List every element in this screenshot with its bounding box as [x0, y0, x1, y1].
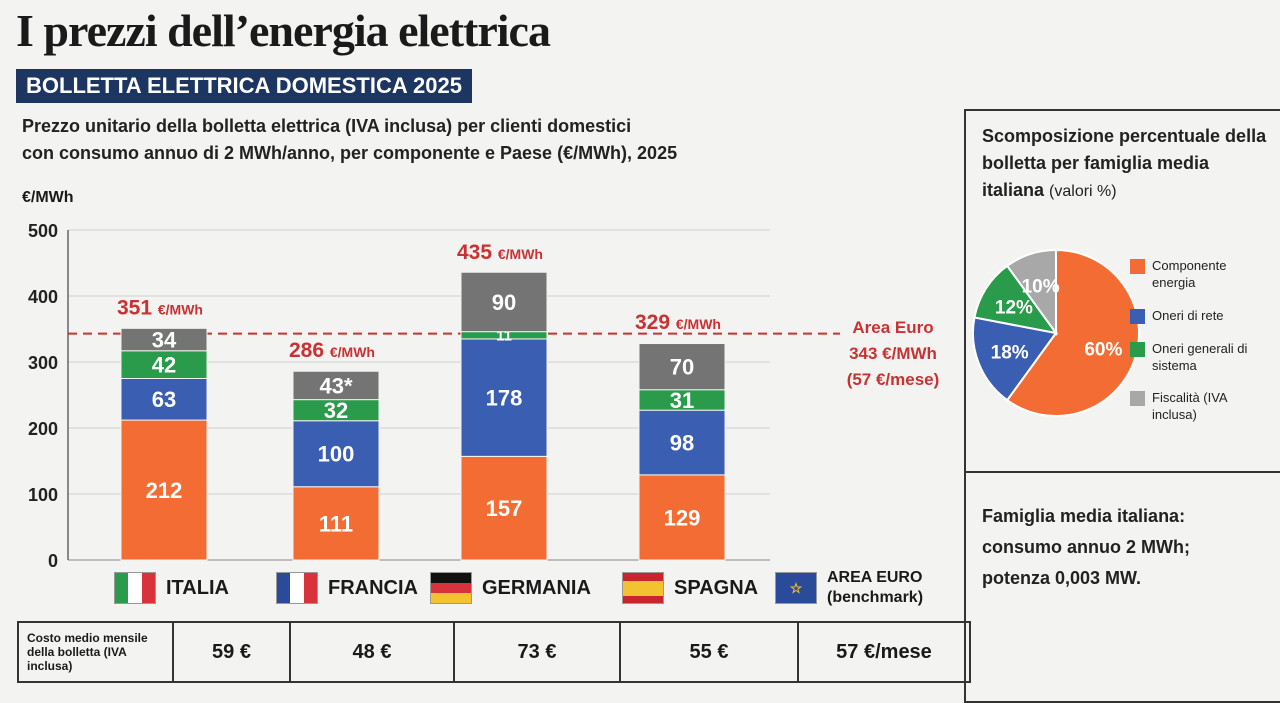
famiglia-line-1: Famiglia media italiana: [982, 506, 1186, 526]
bar-value-label: 157 [486, 496, 523, 521]
benchmark-value: 343 €/MWh [849, 344, 937, 363]
germany-flag-icon [430, 572, 472, 604]
bar-value-label: 178 [486, 386, 523, 411]
bar-segment [460, 338, 548, 457]
spain-flag-icon [622, 572, 664, 604]
bar-total-label: 286 €/MWh [289, 339, 375, 362]
pie-slice-label: 10% [1022, 277, 1060, 298]
bar-value-label: 212 [146, 478, 183, 503]
legend-swatch [1130, 342, 1145, 357]
bar-value-label: 70 [670, 355, 694, 380]
pie-title-unit: (valori %) [1049, 183, 1117, 200]
bar-value-label: 90 [492, 290, 516, 315]
section-banner: BOLLETTA ELETTRICA DOMESTICA 2025 [16, 69, 472, 103]
benchmark-sub: (benchmark) [827, 589, 924, 606]
y-tick-label: 400 [28, 287, 58, 307]
y-tick-label: 300 [28, 353, 58, 373]
country-label-area-euro: ☆ AREA EURO (benchmark) [775, 568, 923, 608]
famiglia-line-2: consumo annuo 2 MWh; [982, 537, 1190, 557]
pie-chart: 60% 18% 12%10% [972, 248, 1140, 417]
bar-value-label: 43* [319, 373, 352, 398]
y-tick-label: 100 [28, 485, 58, 505]
legend-label: Fiscalità (IVA inclusa) [1152, 390, 1227, 422]
legend-componente-energia: Componente energia [1130, 257, 1262, 291]
famiglia-panel: Famiglia media italiana: consumo annuo 2… [964, 473, 1280, 703]
bar-value-label: 32 [324, 398, 348, 423]
chart-subtitle: Prezzo unitario della bolletta elettrica… [22, 113, 677, 167]
bar-segment [120, 419, 208, 561]
legend-label: Componente energia [1152, 258, 1227, 290]
legend-swatch [1130, 259, 1145, 274]
pie-slice [973, 264, 1059, 335]
bar-value-label: 34 [152, 327, 177, 352]
bar-total-label: 351 €/MWh [117, 296, 203, 319]
country-name: ITALIA [166, 576, 229, 599]
country-name: FRANCIA [328, 576, 418, 599]
bar-segment [460, 271, 548, 333]
pie-slice-label: 60% [1084, 339, 1122, 360]
eu-flag-icon: ☆ [775, 572, 817, 604]
y-axis-unit: €/MWh [22, 189, 74, 206]
pie-panel: Scomposizione percentuale della bolletta… [964, 109, 1280, 473]
bar-value-label: 98 [670, 430, 694, 455]
cost-cell-italia: 59 € [174, 623, 291, 681]
country-name: GERMANIA [482, 576, 591, 599]
pie-slice-label: 18% [991, 342, 1029, 363]
bar-segment [638, 343, 726, 391]
cost-cell-spagna: 55 € [621, 623, 799, 681]
bar-segment [292, 420, 380, 488]
country-label-italia: ITALIA [114, 568, 229, 608]
y-tick-label: 200 [28, 419, 58, 439]
pie-slice [972, 316, 1058, 402]
pie-slice [1005, 248, 1140, 417]
country-label-francia: FRANCIA [276, 568, 418, 608]
cost-cell-area-euro: 57 €/mese [836, 640, 932, 663]
famiglia-text: Famiglia media italiana: consumo annuo 2… [982, 501, 1272, 594]
subtitle-line-1: Prezzo unitario della bolletta elettrica… [22, 116, 632, 136]
stacked-bar-chart: 0 100 200 300 400 500 Area Euro 343 €/MWh (57 €/… [28, 221, 940, 570]
pie-title: Scomposizione percentuale della bolletta… [982, 123, 1272, 205]
monthly-cost-table: Costo medio mensile della bolletta (IVA … [17, 621, 971, 683]
subtitle-line-2: con consumo annuo di 2 MWh/anno, per com… [22, 143, 678, 163]
country-label-germania: GERMANIA [430, 568, 591, 608]
benchmark-label: Area Euro [852, 318, 933, 337]
country-name: SPAGNA [674, 576, 759, 599]
page-title: I prezzi dell’energia elettrica [16, 5, 551, 56]
bar-value-label: 63 [152, 387, 176, 412]
legend-swatch [1130, 309, 1145, 324]
bar-value-label: 31 [670, 388, 694, 413]
bar-segment [120, 327, 208, 352]
cost-cell-germania: 73 € [455, 623, 621, 681]
bar-value-label: 129 [664, 505, 701, 530]
france-flag-icon [276, 572, 318, 604]
bar-value-label: 100 [318, 442, 355, 467]
legend-fiscalita: Fiscalità (IVA inclusa) [1130, 389, 1242, 423]
legend-label: Oneri di rete [1152, 308, 1224, 323]
pie-title-main: Scomposizione percentuale della bolletta… [982, 126, 1267, 200]
bar-segment [120, 378, 208, 421]
country-label-spagna: SPAGNA [622, 568, 758, 608]
bar-segment [292, 370, 380, 401]
cost-cell-francia: 48 € [291, 623, 455, 681]
italy-flag-icon [114, 572, 156, 604]
bar-segment [638, 409, 726, 476]
y-tick-label: 0 [48, 551, 58, 570]
pie-slice-label: 12% [995, 297, 1033, 318]
cost-row-label: Costo medio mensile della bolletta (IVA … [19, 623, 174, 681]
bar-total-label: 435 €/MWh [457, 241, 543, 264]
pie-slice [1005, 248, 1057, 337]
legend-oneri-rete: Oneri di rete [1130, 307, 1262, 324]
country-name: AREA EURO [827, 569, 923, 586]
bar-value-label: 111 [319, 511, 353, 536]
bar-value-label: 42 [152, 353, 176, 378]
bar-segment [638, 474, 726, 561]
y-tick-label: 500 [28, 221, 58, 241]
legend-oneri-generali: Oneri generali di sistema [1130, 340, 1252, 374]
famiglia-line-3: potenza 0,003 MW. [982, 568, 1142, 588]
bar-total-label: 329 €/MWh [635, 311, 721, 334]
legend-swatch [1130, 391, 1145, 406]
benchmark-monthly: (57 €/mese) [847, 370, 940, 389]
legend-label: Oneri generali di sistema [1152, 341, 1248, 373]
